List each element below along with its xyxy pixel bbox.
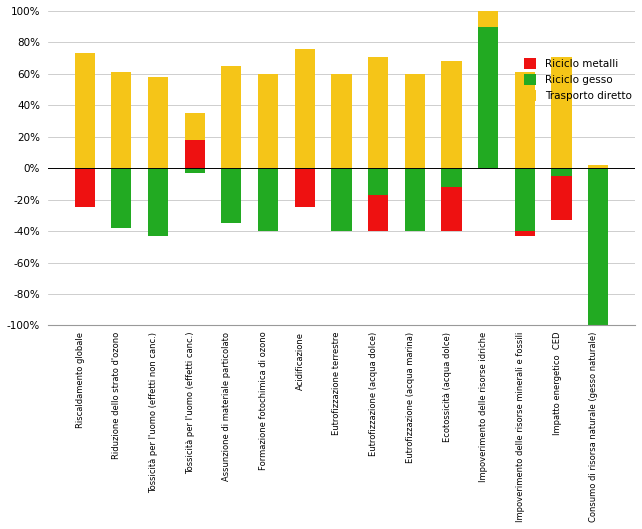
Bar	[368, 57, 388, 168]
Bar	[258, 168, 278, 231]
Bar	[442, 168, 462, 187]
Bar	[111, 72, 132, 168]
Bar	[551, 57, 571, 168]
Bar	[258, 74, 278, 168]
Bar	[551, 168, 571, 176]
Bar	[111, 168, 132, 228]
Bar	[148, 168, 168, 236]
Bar	[185, 113, 205, 140]
Bar	[368, 168, 388, 195]
Bar	[404, 74, 425, 168]
Bar	[478, 26, 498, 168]
Bar	[515, 72, 535, 168]
Bar	[442, 187, 462, 231]
Bar	[295, 168, 315, 207]
Bar	[551, 176, 571, 220]
Bar	[221, 66, 241, 168]
Bar	[185, 140, 205, 168]
Bar	[368, 195, 388, 231]
Bar	[331, 74, 352, 168]
Bar	[221, 168, 241, 223]
Legend: Riciclo metalli, Riciclo gesso, Trasporto diretto: Riciclo metalli, Riciclo gesso, Trasport…	[519, 54, 636, 105]
Bar	[185, 168, 205, 173]
Bar	[588, 168, 609, 325]
Bar	[148, 77, 168, 168]
Bar	[404, 168, 425, 231]
Bar	[74, 168, 95, 207]
Bar	[515, 231, 535, 236]
Bar	[588, 165, 609, 168]
Bar	[515, 168, 535, 231]
Bar	[295, 49, 315, 168]
Bar	[74, 53, 95, 168]
Bar	[331, 168, 352, 231]
Bar	[442, 61, 462, 168]
Bar	[478, 11, 498, 26]
